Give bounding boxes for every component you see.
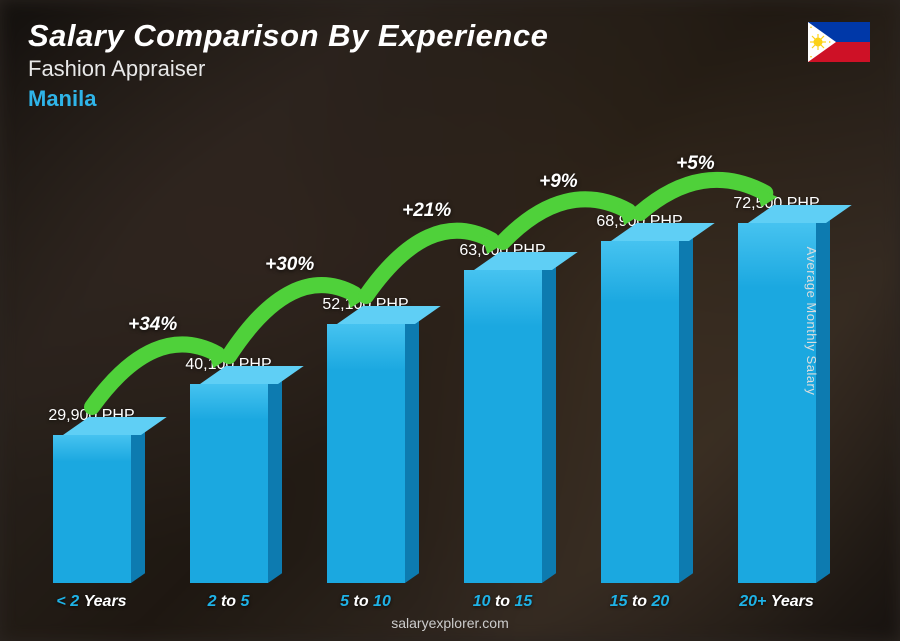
bar-3d — [327, 324, 405, 583]
delta-label: +21% — [402, 200, 451, 222]
delta-label: +30% — [265, 254, 314, 276]
bar-0: 29,900 PHP< 2 Years — [28, 407, 155, 583]
bar-3d — [190, 384, 268, 583]
footer-attribution: salaryexplorer.com — [0, 615, 900, 631]
bar-3d — [53, 435, 131, 583]
content-layer: Salary Comparison By Experience Fashion … — [0, 0, 900, 641]
bar-3: 63,000 PHP10 to 15 — [439, 242, 566, 583]
philippines-flag-icon — [808, 22, 870, 62]
bar-category-label: 20+ Years — [739, 593, 814, 611]
bar-2: 52,100 PHP5 to 10 — [302, 296, 429, 583]
chart-title: Salary Comparison By Experience — [28, 18, 872, 54]
bar-1: 40,100 PHP2 to 5 — [165, 356, 292, 583]
bar-5: 72,500 PHP20+ Years — [713, 195, 840, 583]
delta-label: +5% — [676, 153, 715, 175]
y-axis-label: Average Monthly Salary — [804, 246, 819, 395]
bar-category-label: 10 to 15 — [473, 593, 533, 611]
bar-category-label: < 2 Years — [56, 593, 126, 611]
bar-category-label: 5 to 10 — [340, 593, 391, 611]
header: Salary Comparison By Experience Fashion … — [28, 18, 872, 112]
delta-label: +34% — [128, 314, 177, 336]
chart-subtitle: Fashion Appraiser — [28, 56, 872, 82]
bar-3d — [601, 241, 679, 583]
bar-category-label: 2 to 5 — [208, 593, 250, 611]
delta-label: +9% — [539, 171, 578, 193]
bar-category-label: 15 to 20 — [610, 593, 670, 611]
chart-location: Manila — [28, 86, 872, 112]
bar-3d — [464, 270, 542, 583]
bar-chart: 29,900 PHP< 2 Years40,100 PHP2 to 552,10… — [28, 153, 840, 583]
bar-4: 68,900 PHP15 to 20 — [576, 213, 703, 583]
